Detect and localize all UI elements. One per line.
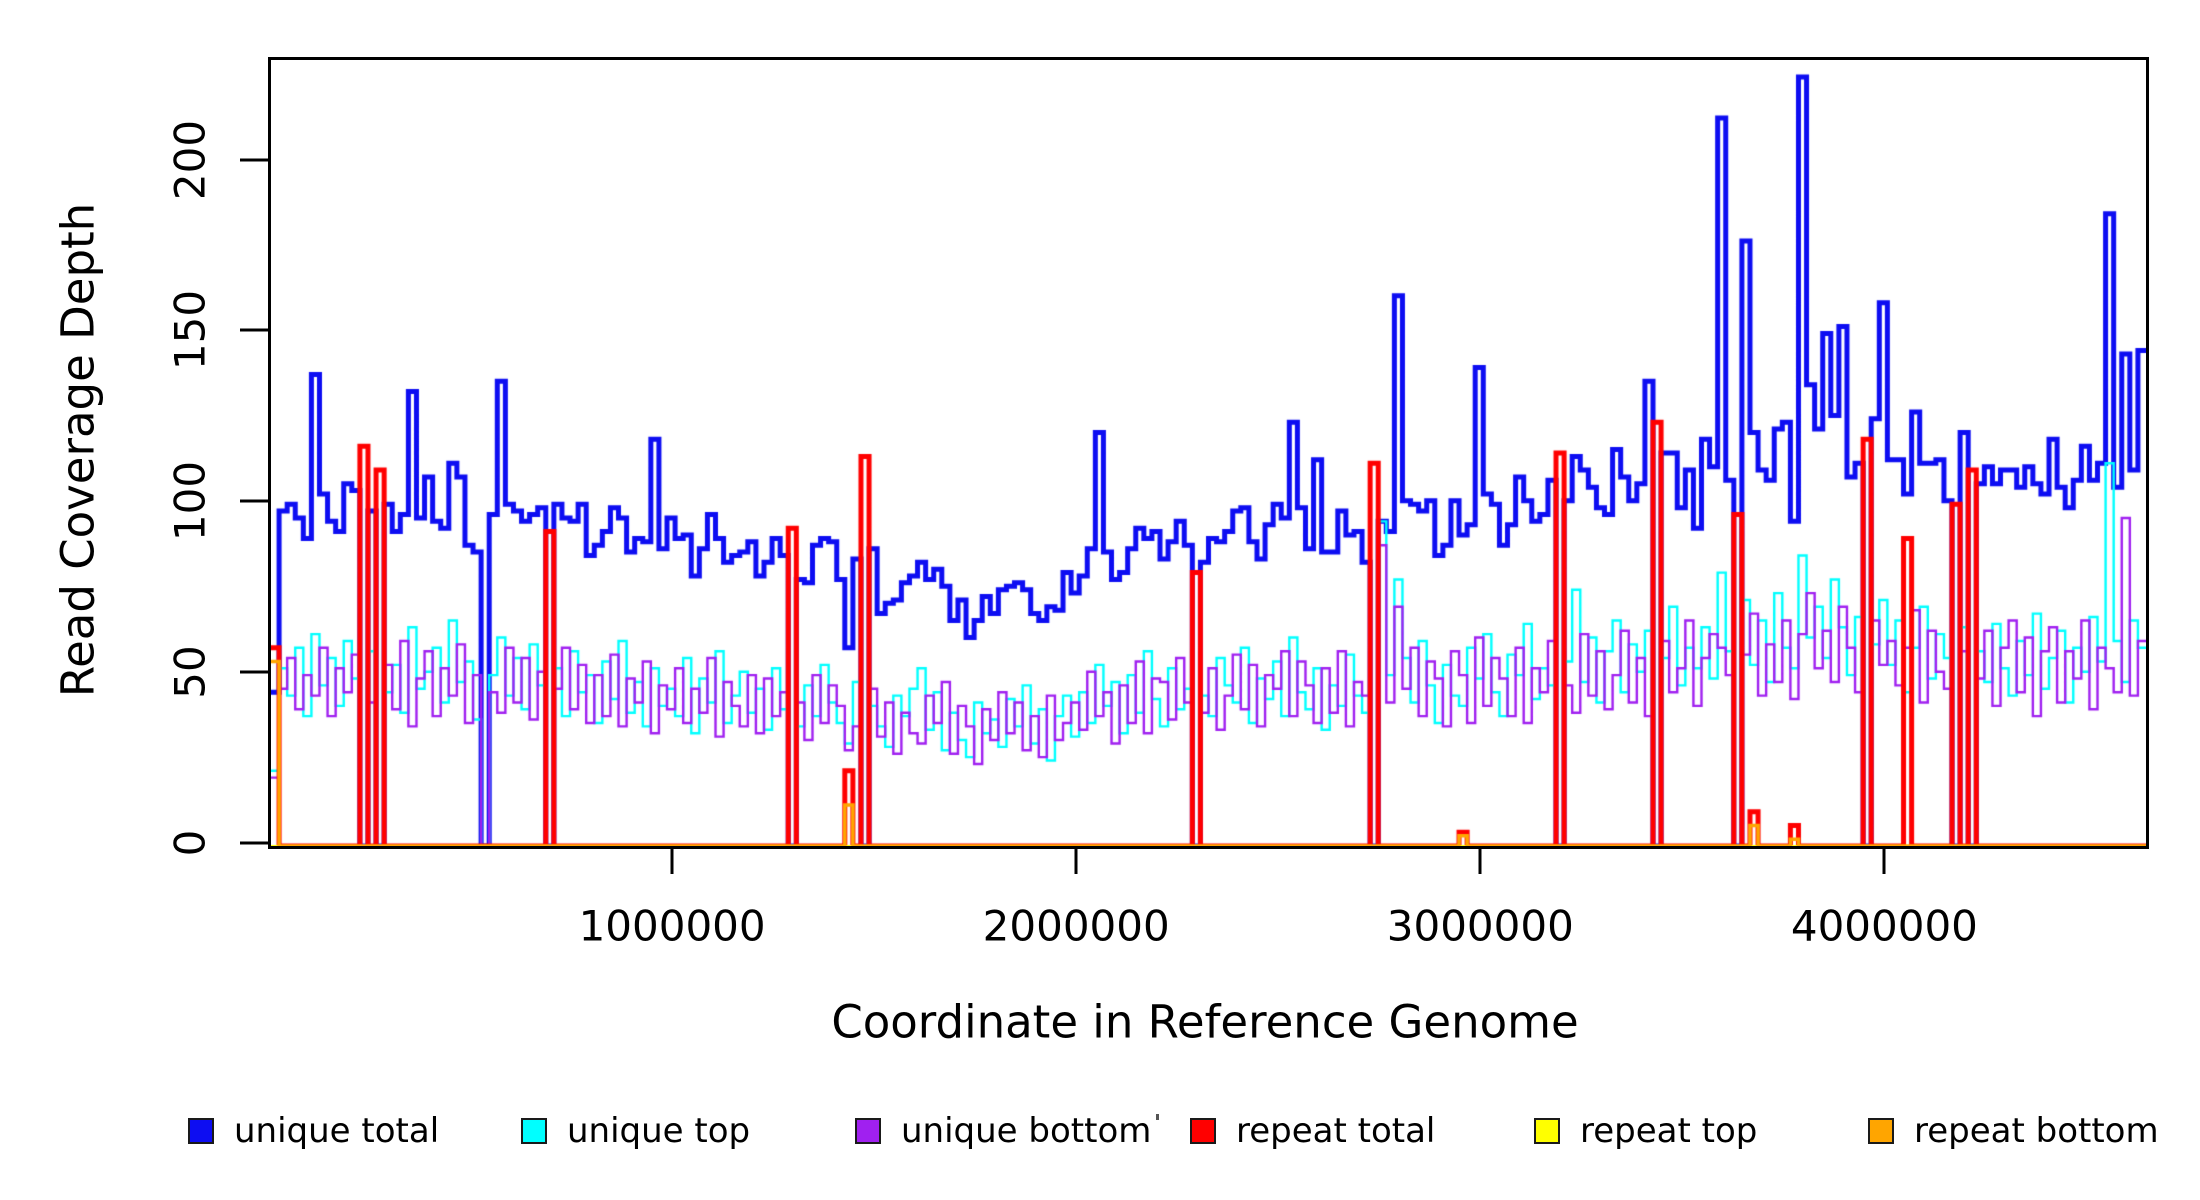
- x-tick-label-3000000: 3000000: [1386, 901, 1574, 951]
- y-tick-100: [240, 499, 268, 503]
- y-tick-50: [240, 670, 268, 674]
- unique-bottom-swatch-icon: [855, 1118, 881, 1144]
- x-tick-label-2000000: 2000000: [982, 901, 1170, 951]
- y-tick-label-0: 0: [165, 829, 215, 857]
- y-tick-label-50: 50: [165, 645, 215, 699]
- unique-total-swatch-icon: [188, 1118, 214, 1144]
- repeat-top-swatch-icon: [1534, 1118, 1560, 1144]
- unique-top-swatch-icon: [521, 1118, 547, 1144]
- stray-mark: [1156, 1114, 1159, 1120]
- y-tick-0: [240, 841, 268, 845]
- y-tick-150: [240, 328, 268, 332]
- x-tick-2000000: [1074, 846, 1078, 874]
- repeat-bottom-swatch-icon: [1868, 1118, 1894, 1144]
- y-tick-label-200: 200: [165, 119, 215, 200]
- y-axis-title: Read Coverage Depth: [51, 202, 105, 698]
- repeat-total-swatch-icon: [1190, 1118, 1216, 1144]
- legend-label: repeat total: [1236, 1111, 1436, 1151]
- x-tick-3000000: [1478, 846, 1482, 874]
- legend-label: unique bottom: [901, 1111, 1152, 1151]
- x-axis-title: Coordinate in Reference Genome: [831, 995, 1579, 1049]
- x-tick-label-4000000: 4000000: [1790, 901, 1978, 951]
- plot-area: [268, 57, 2149, 849]
- legend-label: repeat bottom: [1914, 1111, 2159, 1151]
- x-tick-4000000: [1882, 846, 1886, 874]
- legend-label: repeat top: [1580, 1111, 1758, 1151]
- x-tick-1000000: [670, 846, 674, 874]
- legend-label: unique total: [234, 1111, 440, 1151]
- x-tick-label-1000000: 1000000: [578, 901, 766, 951]
- coverage-step-plot: [271, 60, 2146, 846]
- y-tick-label-100: 100: [165, 461, 215, 542]
- legend-label: unique top: [567, 1111, 751, 1151]
- y-tick-label-150: 150: [165, 290, 215, 371]
- y-tick-200: [240, 158, 268, 162]
